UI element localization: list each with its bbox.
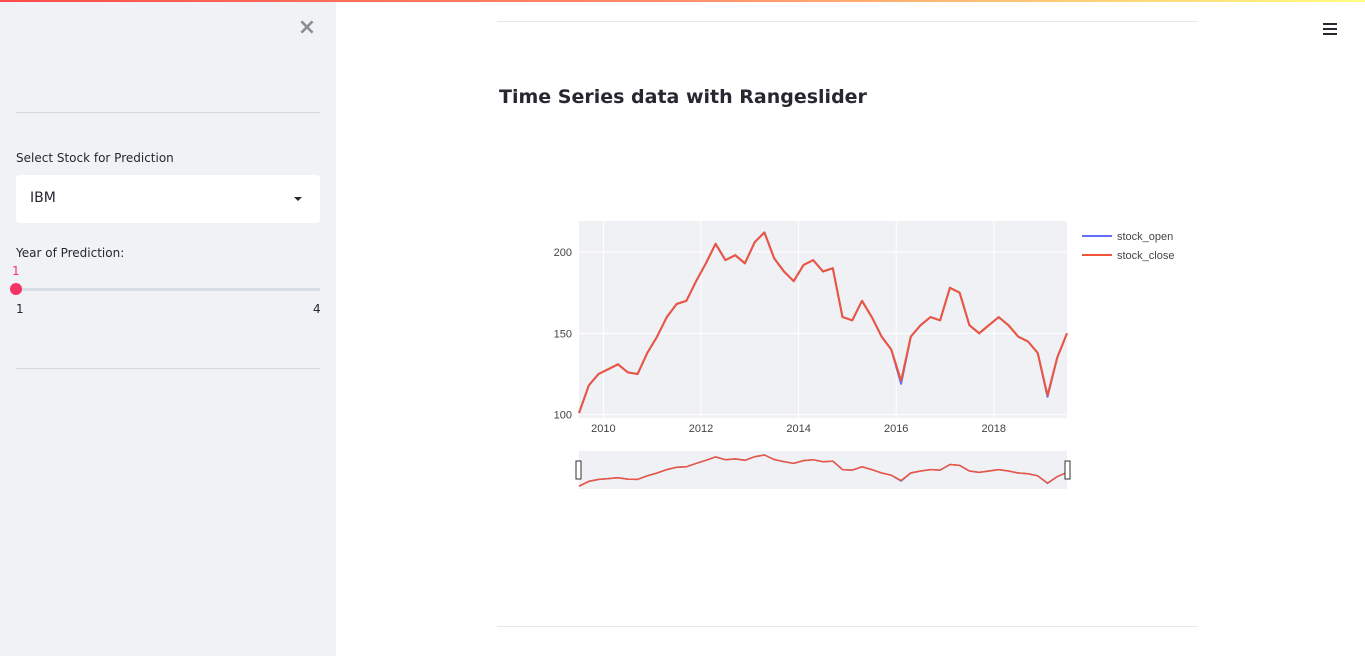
slider-label: Year of Prediction:	[16, 246, 125, 260]
year-slider-track[interactable]	[16, 288, 320, 291]
x-tick-label: 2010	[591, 423, 615, 435]
rangeslider-left-handle[interactable]	[575, 460, 582, 480]
year-slider-thumb[interactable]	[10, 283, 22, 295]
legend-label-stock_open[interactable]: stock_open	[1117, 231, 1173, 243]
slider-min-value: 1	[16, 302, 24, 316]
sidebar-divider	[16, 368, 320, 369]
stock-select-value: IBM	[30, 190, 56, 206]
series-lines	[578, 231, 1068, 414]
mini-series-line-stock_close	[578, 454, 1068, 487]
grid	[579, 221, 1067, 418]
select-label: Select Stock for Prediction	[16, 151, 174, 165]
series-line-stock_open	[578, 231, 1068, 414]
mini-series-line-stock_open	[578, 454, 1068, 487]
y-tick-label: 100	[554, 410, 572, 422]
legend-label-stock_close[interactable]: stock_close	[1117, 250, 1174, 262]
y-tick-label: 150	[554, 328, 572, 340]
hamburger-menu-icon[interactable]	[1320, 20, 1340, 38]
x-tick-label: 2014	[786, 423, 810, 435]
sidebar-divider	[16, 112, 320, 113]
y-tick-label: 200	[554, 247, 572, 259]
stock-select[interactable]: IBM	[16, 175, 320, 223]
x-tick-label: 2018	[982, 423, 1006, 435]
close-sidebar-icon[interactable]: ×	[297, 15, 317, 40]
plot-area	[579, 221, 1067, 418]
main-divider	[497, 21, 1198, 22]
chevron-down-icon	[294, 197, 302, 201]
slider-current-value: 1	[12, 264, 20, 278]
sidebar: × Select Stock for Prediction IBM Year o…	[0, 0, 336, 656]
page-title: Time Series data with Rangeslider	[499, 86, 867, 108]
rangeslider-right-handle[interactable]	[1064, 460, 1071, 480]
series-line-stock_close	[578, 231, 1068, 414]
slider-max-value: 4	[313, 302, 321, 316]
axis-ticks: 2010 2012 2014 2016 2018 100 150 200	[554, 247, 1006, 435]
x-tick-label: 2016	[884, 423, 908, 435]
legend: stock_open stock_close	[1082, 231, 1174, 262]
x-tick-label: 2012	[689, 423, 713, 435]
main-divider-bottom	[497, 626, 1198, 627]
top-decoration	[0, 0, 1365, 2]
rangeslider-line	[578, 454, 1068, 487]
rangeslider[interactable]	[579, 451, 1067, 489]
